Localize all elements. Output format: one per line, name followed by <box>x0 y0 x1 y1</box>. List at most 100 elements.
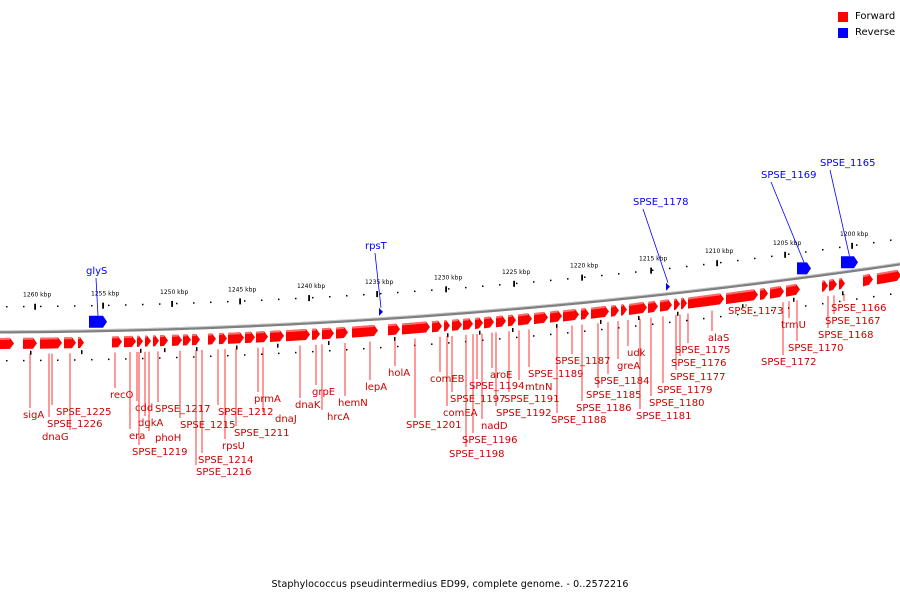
scale-dot <box>584 276 586 278</box>
forward-gene-label: dnaK <box>295 400 321 411</box>
forward-gene-label: SPSE_1181 <box>636 411 692 422</box>
gene-marker <box>793 297 795 302</box>
forward-gene-highlight <box>621 304 623 307</box>
lower-dot <box>652 323 654 326</box>
forward-gene-label: SPSE_1212 <box>218 407 274 418</box>
reverse-gene-leader <box>642 208 669 283</box>
forward-gene <box>648 300 658 313</box>
forward-swatch <box>838 12 848 22</box>
forward-gene-label: SPSE_1184 <box>594 376 650 387</box>
forward-gene-label: cdd <box>135 403 153 414</box>
forward-gene-label: dnaG <box>42 432 69 443</box>
scale-dot <box>414 290 416 293</box>
lower-dot <box>669 321 671 324</box>
forward-gene-highlight <box>172 334 178 337</box>
forward-gene-highlight <box>877 269 897 276</box>
forward-gene-label: grpE <box>312 387 335 398</box>
forward-gene-highlight <box>581 307 585 311</box>
forward-gene-label: alaS <box>708 333 729 344</box>
forward-gene-highlight <box>786 283 796 288</box>
forward-gene-label: SPSE_1194 <box>469 381 525 392</box>
lower-dot <box>618 327 620 329</box>
forward-gene-highlight <box>388 323 396 327</box>
forward-gene-label: SPSE_1175 <box>675 345 731 356</box>
forward-gene-highlight <box>137 335 139 338</box>
scale-tick <box>102 302 104 309</box>
lower-dot <box>176 356 178 359</box>
forward-gene-highlight <box>484 316 490 320</box>
forward-gene <box>770 285 784 299</box>
legend-item-forward: Forward <box>838 9 895 25</box>
scale-tick-label: 1240 kbp <box>297 283 325 290</box>
forward-gene-label: SPSE_1215 <box>180 420 236 431</box>
scale-dot <box>363 293 365 296</box>
forward-gene-highlight <box>452 319 458 322</box>
forward-gene-highlight <box>245 331 251 335</box>
forward-gene-label: SPSE_1189 <box>528 369 584 380</box>
forward-gene <box>822 280 828 292</box>
legend: Forward Reverse <box>838 9 895 41</box>
lower-dot <box>91 358 93 361</box>
forward-gene <box>452 319 462 331</box>
scale-dot <box>720 261 722 264</box>
forward-gene <box>286 329 310 342</box>
forward-gene-highlight <box>496 315 502 319</box>
gene-marker <box>328 341 330 346</box>
forward-gene <box>829 278 837 292</box>
forward-gene-label: SPSE_1188 <box>551 415 607 426</box>
forward-gene <box>621 304 627 316</box>
forward-gene <box>153 335 159 347</box>
scale-dot <box>278 298 280 301</box>
forward-gene-highlight <box>674 298 676 302</box>
lower-dot <box>873 295 875 298</box>
forward-gene-label: SPSE_1201 <box>406 420 462 431</box>
forward-gene <box>137 335 143 347</box>
lower-dot <box>227 354 229 357</box>
lower-dot <box>108 358 110 361</box>
forward-gene-label: dnaJ <box>275 414 297 425</box>
forward-gene <box>112 336 122 348</box>
lower-dot <box>601 328 603 331</box>
forward-gene <box>0 337 14 350</box>
lower-dot <box>482 339 484 342</box>
forward-gene-label: SPSE_1180 <box>649 398 705 409</box>
scale-dot <box>346 295 348 297</box>
gene-marker <box>196 347 198 352</box>
lower-dot <box>244 354 246 356</box>
forward-gene-label: sigA <box>23 410 44 421</box>
scale-dot <box>312 296 314 299</box>
gene-marker <box>236 345 238 350</box>
scale-tick-label: 1255 kbp <box>91 291 119 298</box>
reverse-gene-leader <box>95 277 99 316</box>
legend-item-reverse: Reverse <box>838 25 895 41</box>
forward-gene-highlight <box>648 300 654 304</box>
scale-tick <box>650 267 652 274</box>
scale-dot <box>244 300 246 302</box>
forward-gene-label: SPSE_1214 <box>198 455 254 466</box>
scale-tick <box>716 260 718 267</box>
scale-dot <box>839 246 841 249</box>
gene-marker <box>30 350 32 355</box>
scale-dot <box>448 288 450 290</box>
forward-gene-label: SPSE_1226 <box>47 419 103 430</box>
forward-gene-highlight <box>352 325 374 329</box>
scale-tick-label: 1225 kbp <box>502 269 530 276</box>
scale-dot <box>805 251 807 253</box>
scale-dot <box>737 259 739 262</box>
scale-tick-label: 1210 kbp <box>705 248 733 255</box>
forward-gene-highlight <box>770 285 780 290</box>
gene-marker <box>277 343 279 348</box>
lower-dot <box>771 309 773 312</box>
scale-dot <box>193 302 195 304</box>
forward-gene <box>463 318 473 331</box>
reverse-gene-leader <box>770 181 805 263</box>
forward-gene-label: trmU <box>781 320 806 331</box>
forward-gene <box>64 337 76 349</box>
forward-gene <box>863 273 873 287</box>
forward-gene-highlight <box>336 326 344 330</box>
scale-dot <box>856 244 858 246</box>
scale-dot <box>227 300 229 303</box>
gene-marker <box>479 330 481 335</box>
lower-dot <box>567 332 569 334</box>
forward-gene-highlight <box>518 313 528 317</box>
